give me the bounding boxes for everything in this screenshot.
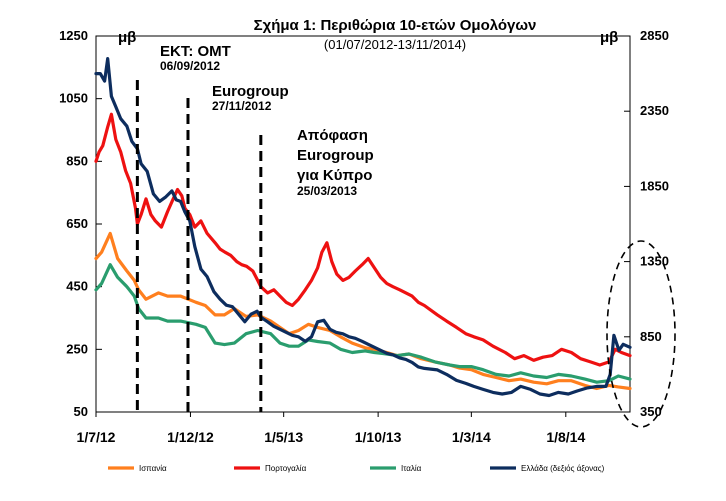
- y-left-tick-label: 850: [66, 153, 88, 168]
- y-axis-right-label: μβ: [600, 29, 618, 46]
- y-left-tick-label: 1250: [59, 28, 88, 43]
- chart-title: Σχήμα 1: Περιθώρια 10-ετών Ομολόγων: [254, 17, 537, 34]
- x-tick-label: 1/12/12: [167, 429, 214, 445]
- legend-label: Ιταλία: [401, 464, 422, 473]
- series-line-3: [94, 57, 632, 398]
- x-tick-label: 1/5/13: [264, 429, 303, 445]
- y-right-tick-label: 2850: [640, 28, 669, 43]
- y-right-tick-label: 850: [640, 329, 662, 344]
- x-tick-label: 1/7/12: [77, 429, 116, 445]
- highlight-ellipse: [606, 240, 676, 428]
- y-left-tick-label: 450: [66, 279, 88, 294]
- series-line-1: [94, 112, 632, 367]
- legend-label: Ελλάδα (δεξιός άξονας): [521, 464, 605, 473]
- legend-label: Πορτογαλία: [265, 464, 307, 473]
- y-axis-left-label: μβ: [118, 29, 136, 46]
- series-line-0: [94, 231, 632, 391]
- y-right-tick-label: 1850: [640, 178, 669, 193]
- y-right-tick-label: 2350: [640, 103, 669, 118]
- y-left-tick-label: 50: [74, 404, 88, 419]
- y-right-tick-label: 350: [640, 404, 662, 419]
- event-date-omt: 06/09/2012: [160, 59, 220, 73]
- y-right-tick-label: 1350: [640, 254, 669, 269]
- event-date-cyprus: 25/03/2013: [297, 184, 357, 198]
- event-label-cyprus-2: Eurogroup: [297, 147, 374, 164]
- x-axis-ticks: 1/7/12 1/12/12 1/5/13 1/10/13 1/3/14 1/8/14: [77, 412, 585, 445]
- y-axis-right-ticks: 350 850 1350 1850 2350 2850: [624, 28, 669, 419]
- event-label-cyprus-1: Απόφαση: [297, 127, 368, 144]
- annotation-layer: ΕΚΤ: ΟΜΤ 06/09/2012 Eurogroup 27/11/2012…: [135, 43, 374, 412]
- y-left-tick-label: 250: [66, 341, 88, 356]
- event-label-omt: ΕΚΤ: ΟΜΤ: [160, 43, 231, 60]
- y-left-tick-label: 650: [66, 216, 88, 231]
- y-left-tick-label: 1050: [59, 91, 88, 106]
- event-date-eurogroup: 27/11/2012: [212, 99, 272, 113]
- event-label-cyprus-3: για Κύπρο: [297, 167, 372, 184]
- x-tick-label: 1/8/14: [546, 429, 585, 445]
- legend: Ισπανία Πορτογαλία Ιταλία Ελλάδα (δεξιός άξ…: [108, 464, 605, 473]
- x-tick-label: 1/3/14: [452, 429, 491, 445]
- x-tick-label: 1/10/13: [355, 429, 402, 445]
- chart-subtitle: (01/07/2012-13/11/2014): [324, 37, 466, 52]
- event-label-eurogroup: Eurogroup: [212, 83, 289, 100]
- y-axis-left-ticks: 50 250 450 650 850 1050 1250: [59, 28, 102, 419]
- series-line-2: [94, 263, 632, 384]
- legend-label: Ισπανία: [139, 464, 167, 473]
- series-layer: [94, 57, 632, 398]
